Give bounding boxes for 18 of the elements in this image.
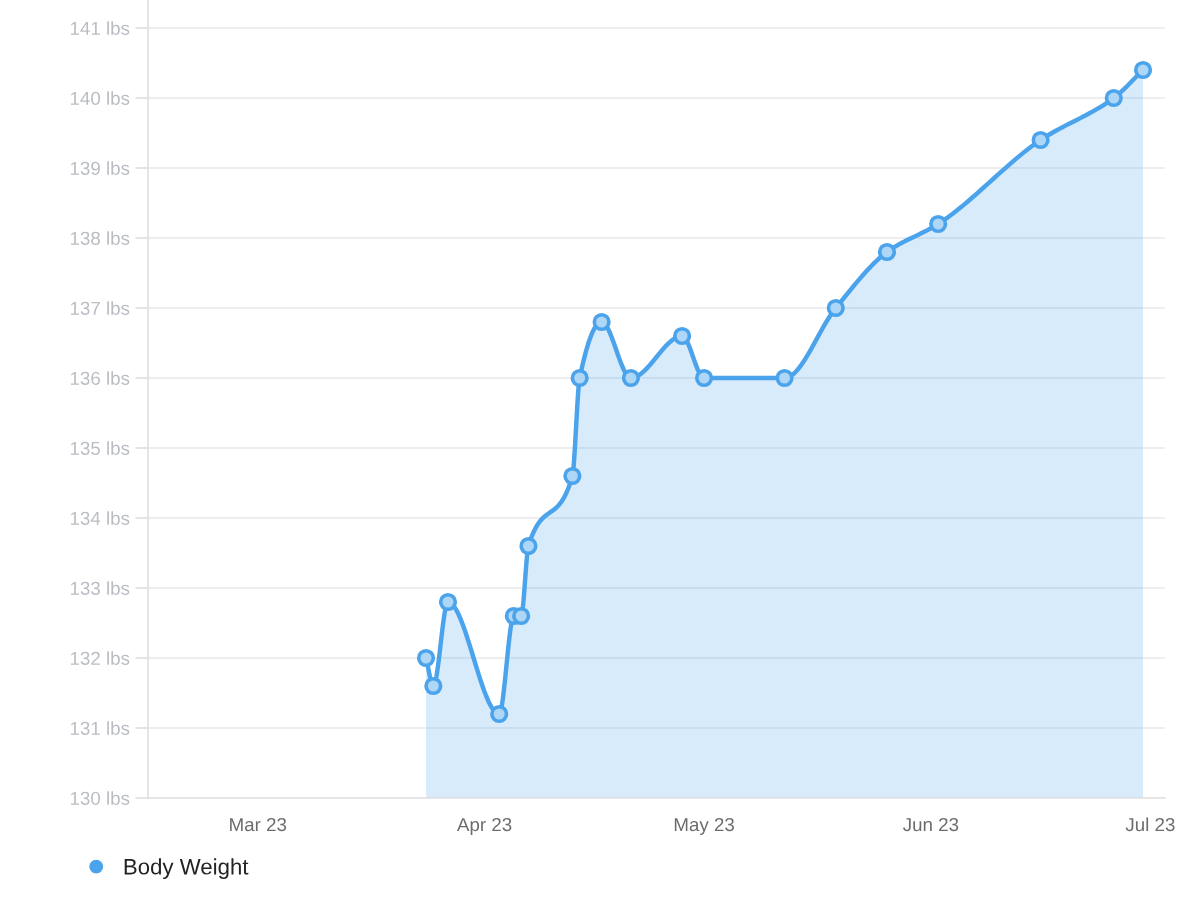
y-tick-label: 132 lbs <box>70 651 130 665</box>
y-tick-label: 141 lbs <box>70 21 130 35</box>
y-tick-label: 136 lbs <box>70 371 130 385</box>
x-tick-label: Jul 23 <box>1125 817 1175 832</box>
y-tick-label: 134 lbs <box>70 511 130 525</box>
x-tick-label: Apr 23 <box>456 817 512 835</box>
y-tick-label: 140 lbs <box>70 91 130 105</box>
y-tick-label: 135 lbs <box>70 441 130 455</box>
legend-label: Body Weight <box>124 858 249 879</box>
y-tick-label: 131 lbs <box>70 721 130 735</box>
y-tick-label: 137 lbs <box>70 301 130 315</box>
y-tick-label: 130 lbs <box>70 791 130 805</box>
x-tick-label: May 23 <box>674 817 734 835</box>
y-tick-label: 133 lbs <box>70 581 130 595</box>
y-tick-label: 138 lbs <box>70 231 130 245</box>
x-tick-label: Jun 23 <box>903 817 959 832</box>
x-tick-label: Mar 23 <box>230 817 287 832</box>
y-tick-label: 139 lbs <box>70 161 130 175</box>
